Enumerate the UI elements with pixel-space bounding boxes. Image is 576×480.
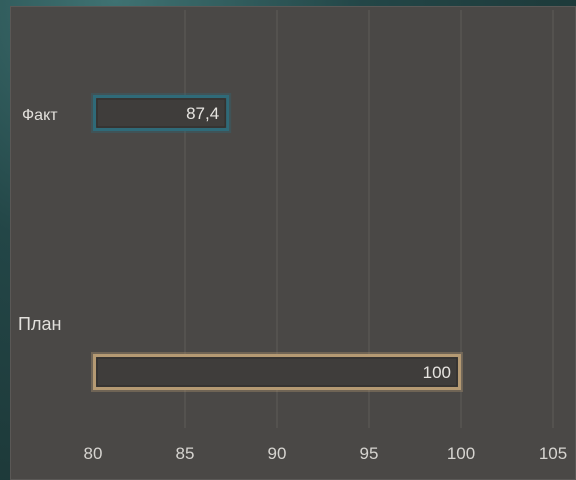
bar-inner-fact <box>96 98 226 128</box>
x-tick-label-90: 90 <box>268 444 287 463</box>
value-label-fact: 87,4 <box>186 104 219 123</box>
x-tick-label-105: 105 <box>539 444 567 463</box>
bar-glow-plan <box>91 352 463 392</box>
x-tick-label-85: 85 <box>176 444 195 463</box>
x-tick-label-80: 80 <box>84 444 103 463</box>
x-tick-label-95: 95 <box>360 444 379 463</box>
bar-glow-fact <box>91 93 232 133</box>
x-tick-label-100: 100 <box>447 444 475 463</box>
x-axis-ticks: 80 85 90 95 100 105 <box>84 444 568 463</box>
bar-plan <box>93 354 461 390</box>
category-label-fact: Факт <box>22 107 58 124</box>
labels: 87,4 Факт 100 План <box>18 104 451 382</box>
category-label-plan: План <box>18 314 61 334</box>
chart-panel <box>10 6 576 480</box>
bars <box>91 93 463 392</box>
bar-inner-plan <box>96 357 458 387</box>
value-label-plan: 100 <box>423 363 451 382</box>
bar-fact <box>93 95 230 131</box>
